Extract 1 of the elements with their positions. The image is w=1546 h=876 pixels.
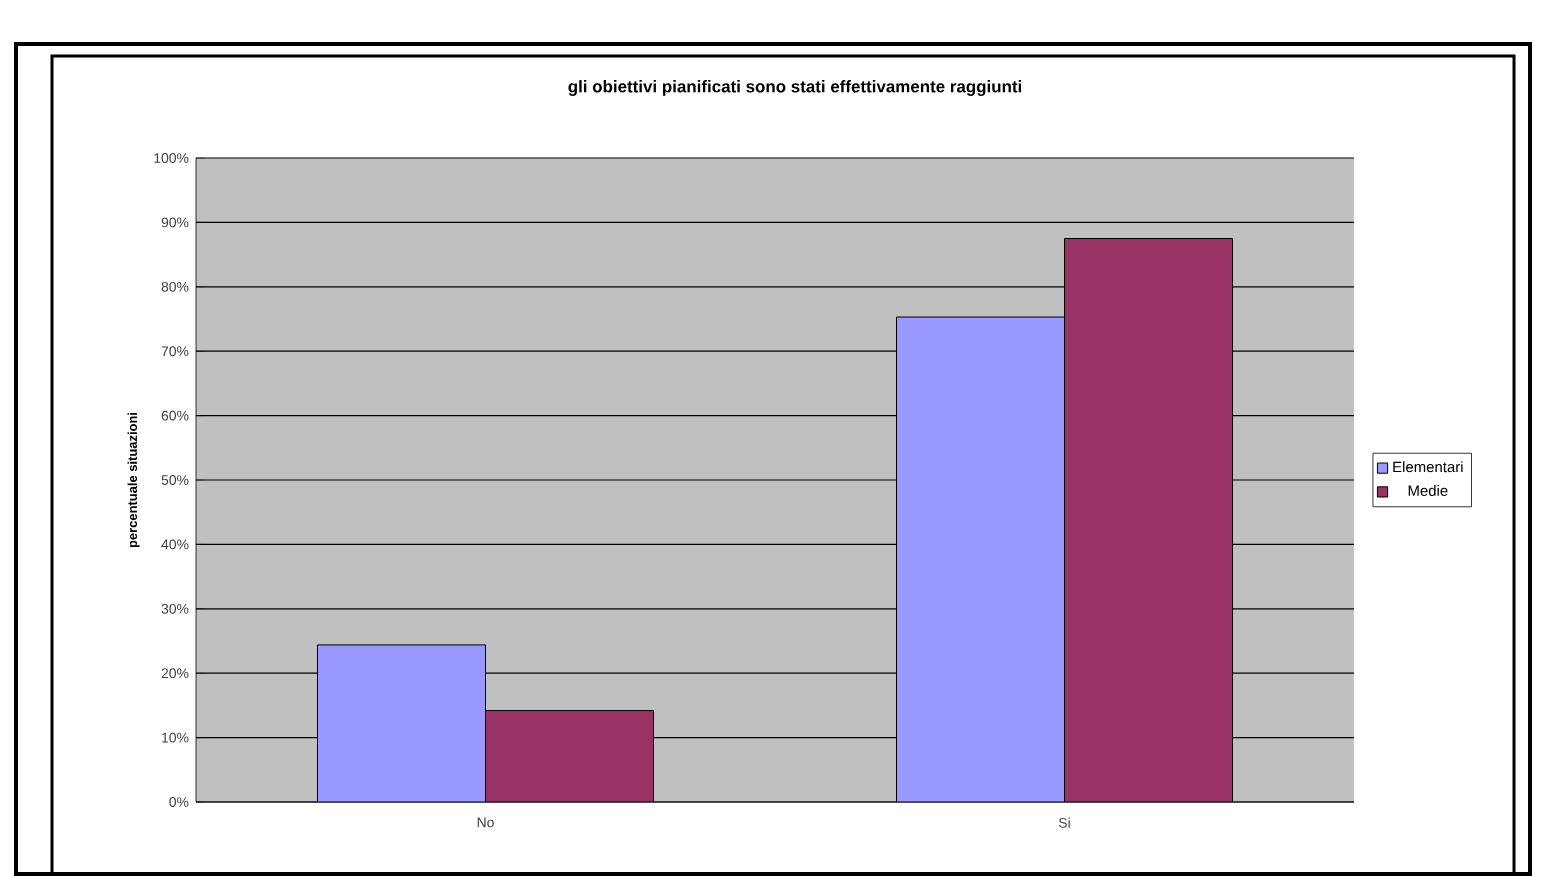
chart-title: gli obiettivi pianificati sono stati effettivamente raggiunti	[568, 80, 1022, 96]
